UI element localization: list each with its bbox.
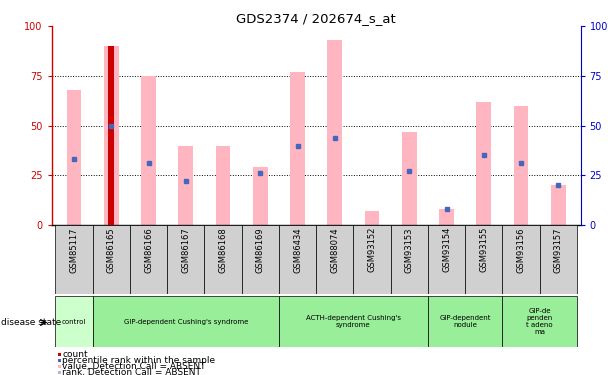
Text: GSM85117: GSM85117	[69, 227, 78, 273]
Bar	[216, 146, 230, 225]
Text: percentile rank within the sample: percentile rank within the sample	[62, 356, 215, 365]
Text: GSM86167: GSM86167	[181, 227, 190, 273]
Bar	[104, 46, 119, 225]
Text: GIP-dependent
nodule: GIP-dependent nodule	[440, 315, 491, 328]
Bar	[178, 146, 193, 225]
Text: GIP-dependent Cushing's syndrome: GIP-dependent Cushing's syndrome	[123, 318, 248, 324]
Bar	[428, 225, 465, 294]
Text: rank, Detection Call = ABSENT: rank, Detection Call = ABSENT	[62, 368, 201, 375]
Text: GSM86169: GSM86169	[256, 227, 264, 273]
Text: GSM93153: GSM93153	[405, 227, 414, 273]
Bar	[316, 225, 353, 294]
Bar	[502, 296, 577, 347]
Text: GSM93155: GSM93155	[479, 227, 488, 273]
Bar	[402, 132, 416, 225]
Bar	[327, 40, 342, 225]
Text: GSM93156: GSM93156	[517, 227, 525, 273]
Text: GSM86434: GSM86434	[293, 227, 302, 273]
Bar	[241, 225, 279, 294]
Bar	[439, 209, 454, 225]
Bar	[253, 167, 268, 225]
Bar	[92, 225, 130, 294]
Bar	[55, 296, 92, 347]
Bar	[540, 225, 577, 294]
Bar	[67, 90, 81, 225]
Bar	[391, 225, 428, 294]
Bar	[290, 72, 305, 225]
Bar	[204, 225, 241, 294]
Text: GSM86165: GSM86165	[107, 227, 116, 273]
Bar	[476, 102, 491, 225]
Bar	[551, 185, 565, 225]
Text: GSM88074: GSM88074	[330, 227, 339, 273]
Text: count: count	[62, 350, 88, 359]
Text: value, Detection Call = ABSENT: value, Detection Call = ABSENT	[62, 362, 206, 371]
Title: GDS2374 / 202674_s_at: GDS2374 / 202674_s_at	[237, 12, 396, 25]
Bar	[130, 225, 167, 294]
Bar	[353, 225, 391, 294]
Bar	[55, 225, 92, 294]
Bar	[141, 76, 156, 225]
Text: GSM86166: GSM86166	[144, 227, 153, 273]
Bar	[428, 296, 502, 347]
Text: GSM86168: GSM86168	[218, 227, 227, 273]
Text: control: control	[62, 318, 86, 324]
Bar	[279, 296, 428, 347]
Bar	[502, 225, 540, 294]
Text: GIP-de
penden
t adeno
ma: GIP-de penden t adeno ma	[527, 308, 553, 335]
Bar	[465, 225, 502, 294]
Text: disease state: disease state	[1, 318, 61, 327]
Text: GSM93154: GSM93154	[442, 227, 451, 273]
Bar	[92, 296, 279, 347]
Bar	[279, 225, 316, 294]
Bar	[514, 106, 528, 225]
Text: GSM93152: GSM93152	[368, 227, 376, 273]
Bar	[108, 46, 114, 225]
Text: GSM93157: GSM93157	[554, 227, 563, 273]
Text: ACTH-dependent Cushing's
syndrome: ACTH-dependent Cushing's syndrome	[306, 315, 401, 328]
Bar	[167, 225, 204, 294]
Bar	[365, 211, 379, 225]
